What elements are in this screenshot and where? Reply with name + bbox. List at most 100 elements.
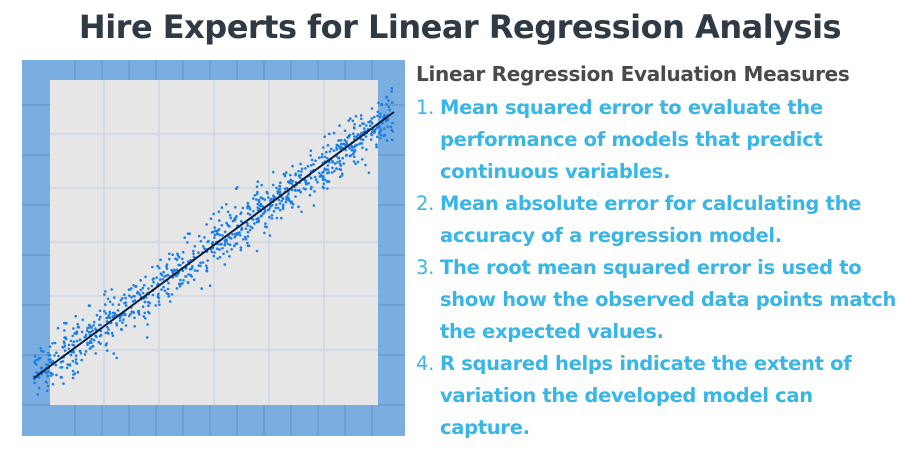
data-point	[387, 105, 391, 109]
data-point	[151, 293, 155, 297]
data-point	[332, 131, 336, 135]
data-point	[239, 212, 242, 216]
data-point	[285, 186, 289, 190]
data-point	[310, 185, 313, 189]
data-point	[253, 194, 257, 197]
data-point	[106, 297, 110, 301]
data-point	[263, 198, 266, 201]
data-point	[231, 219, 235, 223]
data-point	[168, 252, 171, 256]
data-point	[376, 114, 379, 118]
data-point	[318, 171, 321, 175]
data-point	[233, 217, 236, 221]
data-point	[353, 155, 356, 158]
data-point	[118, 316, 122, 320]
plot-frame-ticks	[22, 60, 405, 436]
data-point	[203, 236, 206, 239]
data-point	[158, 303, 161, 306]
data-point	[390, 138, 394, 142]
data-point	[282, 172, 286, 176]
data-point	[200, 287, 203, 290]
data-point	[63, 329, 66, 332]
data-point	[369, 138, 373, 141]
data-point	[165, 263, 169, 266]
data-point	[129, 312, 132, 316]
data-point	[155, 276, 158, 279]
data-point	[189, 273, 192, 277]
data-point	[270, 217, 274, 220]
data-point	[299, 190, 303, 194]
data-point	[105, 320, 109, 323]
data-point	[57, 354, 60, 358]
data-point	[111, 303, 115, 306]
data-point	[151, 278, 155, 281]
data-point	[309, 149, 313, 152]
data-point	[244, 237, 248, 241]
data-point	[266, 192, 269, 195]
data-point	[305, 182, 308, 186]
data-point	[91, 344, 95, 348]
data-point	[175, 287, 179, 290]
data-point	[73, 331, 77, 335]
data-point	[290, 206, 294, 209]
data-point	[121, 321, 124, 324]
data-point	[83, 353, 87, 356]
data-point	[246, 244, 250, 248]
data-point	[92, 338, 96, 342]
data-point	[274, 206, 277, 210]
data-point	[255, 192, 259, 196]
data-point	[112, 314, 116, 318]
data-point	[260, 183, 263, 187]
data-point	[354, 162, 357, 165]
data-point	[234, 187, 238, 190]
data-point	[80, 330, 84, 334]
data-point	[81, 318, 85, 322]
data-point	[124, 296, 127, 300]
data-point	[375, 145, 378, 149]
data-point	[97, 340, 101, 344]
data-point	[157, 295, 160, 299]
data-point	[252, 210, 255, 213]
data-point	[165, 265, 168, 268]
data-point	[181, 250, 185, 254]
data-point	[259, 214, 263, 218]
data-point	[233, 232, 237, 236]
data-point	[148, 311, 151, 315]
data-point	[110, 331, 114, 335]
data-point	[257, 198, 261, 202]
data-point	[72, 350, 75, 353]
data-point	[338, 159, 342, 163]
data-point	[321, 185, 325, 189]
data-point	[131, 300, 135, 303]
data-point	[71, 343, 74, 347]
data-point	[51, 382, 55, 386]
data-point	[377, 124, 381, 128]
data-point	[278, 184, 281, 188]
data-point	[98, 323, 101, 327]
data-point	[175, 268, 179, 272]
data-point	[187, 260, 190, 263]
data-point	[88, 323, 91, 327]
data-point	[271, 203, 274, 207]
data-point	[249, 225, 252, 228]
data-point	[233, 235, 236, 239]
data-point	[74, 358, 78, 361]
data-point	[223, 263, 227, 266]
data-point	[248, 208, 252, 211]
data-point	[244, 227, 248, 231]
data-point	[279, 181, 282, 184]
data-point	[98, 309, 102, 313]
data-point	[121, 297, 124, 300]
data-point	[108, 310, 112, 314]
data-point	[328, 161, 331, 164]
data-point	[133, 316, 136, 320]
data-point	[372, 115, 376, 119]
data-point	[177, 263, 180, 267]
data-point	[63, 321, 66, 325]
data-point	[112, 352, 116, 355]
data-point	[177, 256, 181, 259]
data-point	[160, 273, 164, 277]
plot-grid	[50, 80, 378, 405]
data-point	[236, 233, 239, 236]
data-point	[211, 242, 214, 245]
